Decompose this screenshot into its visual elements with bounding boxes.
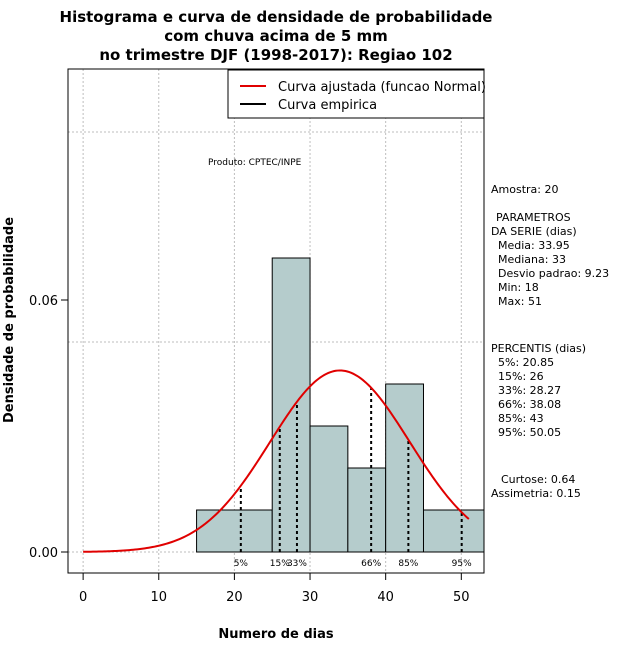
stat-p66: 66%: 38.08 [498, 398, 561, 411]
x-tick-label-1: 10 [150, 590, 167, 605]
histogram-bars [196, 257, 485, 553]
y-axis-label: Densidade de probabilidade [2, 217, 17, 423]
stat-min: Min: 18 [498, 281, 539, 294]
normal-curve [83, 369, 470, 553]
stat-max: Max: 51 [498, 295, 542, 308]
percentile-label-0: 5% [234, 559, 249, 569]
legend-fit-label: Curva ajustada (funcao Normal) [278, 80, 486, 95]
chart-title: Histograma e curva de densidade de proba… [60, 8, 493, 64]
legend-empirical-label: Curva empirica [278, 98, 377, 113]
histogram-bar-4 [385, 383, 424, 553]
x-tick-label-2: 20 [226, 590, 243, 605]
percentile-label-4: 85% [398, 559, 418, 569]
normal-fit-curve [83, 369, 470, 553]
stat-amostra: Amostra: 20 [491, 183, 558, 196]
stat-p95: 95%: 50.05 [498, 426, 561, 439]
stat-media: Media: 33.95 [498, 239, 570, 252]
stat-mediana: Mediana: 33 [498, 253, 566, 266]
percentile-lines: 5% 15%33% 66% 85% 95% [234, 387, 472, 569]
product-label: Produto: CPTEC/INPE [208, 158, 302, 168]
title-line-3: no trimestre DJF (1998-2017): Regiao 102 [99, 46, 452, 64]
stat-p33: 33%: 28.27 [498, 384, 561, 397]
percentile-label-3: 66% [361, 559, 381, 569]
stat-param-title-2: DA SERIE (dias) [491, 225, 577, 238]
title-line-2: com chuva acima de 5 mm [164, 27, 388, 45]
x-axis-label: Numero de dias [218, 627, 334, 642]
title-line-1: Histograma e curva de densidade de proba… [60, 8, 493, 26]
x-tick-label-4: 40 [377, 590, 394, 605]
histogram-bar-3 [347, 467, 387, 553]
stat-p85: 85%: 43 [498, 412, 544, 425]
histogram-bar-1 [271, 257, 311, 553]
stat-desvio: Desvio padrao: 9.23 [498, 267, 609, 280]
stat-param-title-1: PARAMETROS [496, 211, 571, 224]
x-tick-label-3: 30 [302, 590, 319, 605]
plot-frame [67, 68, 485, 574]
histogram-bar-0 [196, 509, 273, 553]
percentile-label-1: 15% [270, 559, 290, 569]
histogram-bar-2 [309, 425, 349, 553]
y-tick-label-1: 0.06 [29, 294, 58, 309]
stat-p15: 15%: 26 [498, 370, 544, 383]
legend: Curva ajustada (funcao Normal) Curva emp… [227, 69, 486, 119]
x-tick-label-5: 50 [453, 590, 470, 605]
stat-p5: 5%: 20.85 [498, 356, 554, 369]
stat-curtose: Curtose: 0.64 [501, 473, 575, 486]
percentile-label-2: 33% [287, 559, 307, 569]
percentile-label-5: 95% [452, 559, 472, 569]
histogram-bar-5 [422, 509, 485, 553]
axes: 0 10 20 30 40 50 0.00 0.06 [29, 294, 470, 605]
x-tick-label-0: 0 [79, 590, 87, 605]
y-tick-label-0: 0.00 [29, 546, 58, 561]
stat-assimetria: Assimetria: 0.15 [491, 487, 581, 500]
legend-box [227, 69, 485, 119]
stat-percentis-title: PERCENTIS (dias) [491, 342, 586, 355]
stats-panel: Amostra: 20 PARAMETROS DA SERIE (dias) M… [491, 183, 609, 500]
